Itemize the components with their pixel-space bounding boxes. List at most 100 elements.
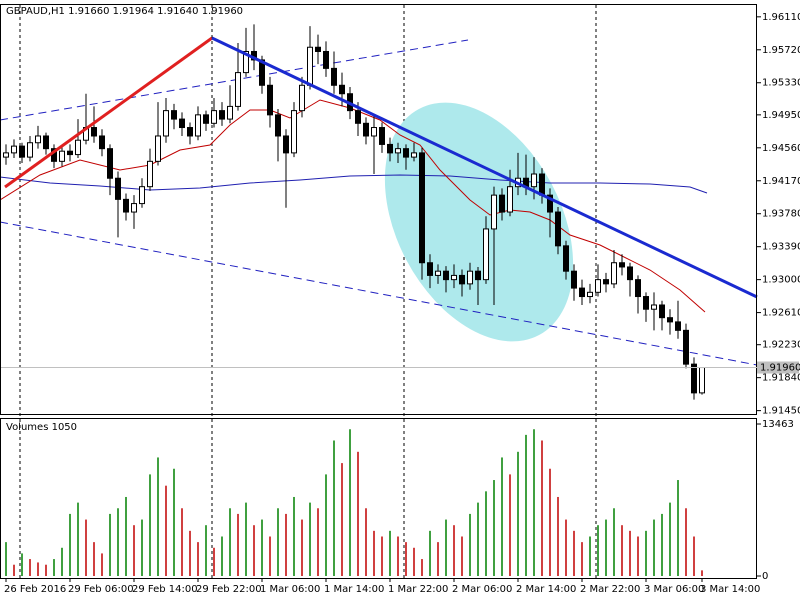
candle-body — [643, 296, 649, 310]
candle-body — [107, 148, 113, 179]
candle-body — [187, 127, 193, 137]
candle-body — [459, 274, 465, 285]
candles — [3, 24, 705, 400]
candle-body — [243, 50, 249, 74]
x-tick-label: 3 Mar 14:00 — [700, 584, 760, 595]
candle-body — [555, 211, 561, 247]
y-tick-label: 1.96110 — [762, 12, 800, 23]
x-tick-label: 29 Feb 06:00 — [68, 584, 134, 595]
x-tick-label: 29 Feb 14:00 — [132, 584, 198, 595]
candle-body — [691, 363, 697, 394]
candle-body — [131, 203, 137, 213]
y-tick-label: 1.91840 — [762, 373, 800, 384]
candle-body — [91, 127, 97, 137]
candle-body — [267, 84, 273, 116]
candle-body — [43, 135, 49, 150]
candle-body — [283, 135, 289, 154]
candle-body — [387, 143, 393, 154]
x-tick-label: 2 Mar 22:00 — [580, 584, 640, 595]
candle-body — [635, 279, 641, 298]
candle-body — [395, 148, 401, 154]
candle-body — [427, 262, 433, 276]
x-tick-label: 1 Mar 14:00 — [324, 584, 384, 595]
candle-body — [339, 84, 345, 95]
candle-body — [651, 304, 657, 310]
candle-body — [659, 304, 665, 319]
candle-body — [259, 59, 265, 86]
candle-body — [619, 262, 625, 268]
candle-body — [315, 46, 321, 52]
candle-body — [371, 127, 377, 137]
channel-lower — [0, 221, 758, 366]
candle-body — [443, 270, 449, 281]
trendline-down — [211, 36, 758, 299]
candle-body — [491, 194, 497, 230]
candle-body — [299, 84, 305, 112]
candle-body — [611, 262, 617, 285]
current-price-label: 1.91960 — [760, 363, 800, 374]
y-tick-label: 1.94950 — [762, 110, 800, 121]
x-tick-label: 29 Feb 22:00 — [196, 584, 262, 595]
y-tick-label: 1.93780 — [762, 209, 800, 220]
candle-body — [403, 148, 409, 158]
candle-body — [563, 245, 569, 272]
candle-body — [19, 145, 25, 158]
candle-body — [331, 67, 337, 86]
candle-body — [603, 279, 609, 285]
candle-body — [579, 287, 585, 298]
candle-body — [507, 186, 513, 213]
y-tick-label: 1.94560 — [762, 143, 800, 154]
x-tick-label: 3 Mar 06:00 — [644, 584, 704, 595]
candle-body — [211, 110, 217, 124]
y-tick-label: 1.94170 — [762, 176, 800, 187]
candle-body — [195, 114, 201, 137]
x-tick-label: 2 Mar 14:00 — [516, 584, 576, 595]
candle-body — [67, 150, 73, 156]
candle-body — [147, 160, 153, 188]
y-tick-label: 1.92230 — [762, 340, 800, 351]
candle-body — [595, 279, 601, 293]
x-tick-label: 26 Feb 2016 — [4, 584, 66, 595]
y-tick-label: 1.95330 — [762, 78, 800, 89]
chart-title: GBPAUD,H1 1.91660 1.91964 1.91640 1.9196… — [6, 6, 243, 17]
candle-body — [179, 118, 185, 129]
y-tick-label: 1.95720 — [762, 45, 800, 56]
y-tick-label: 1.91450 — [762, 406, 800, 417]
candle-body — [219, 110, 225, 120]
candle-body — [11, 145, 17, 154]
candle-body — [291, 110, 297, 154]
candle-body — [451, 274, 457, 281]
ma-slow — [0, 174, 708, 194]
y-tick-label: 1.93000 — [762, 275, 800, 286]
candle-body — [571, 270, 577, 289]
candle-body — [499, 194, 505, 213]
volume-tick-label: 13463 — [762, 419, 794, 430]
candle-body — [123, 198, 129, 213]
candle-body — [483, 228, 489, 281]
candle-body — [115, 177, 121, 200]
candle-body — [475, 270, 481, 281]
candle-body — [363, 122, 369, 137]
candle-body — [667, 317, 673, 323]
candle-body — [467, 270, 473, 285]
x-tick-label: 2 Mar 06:00 — [452, 584, 512, 595]
trendline-up — [4, 36, 213, 189]
ma-fast — [0, 99, 706, 313]
volume-title: Volumes 1050 — [6, 422, 77, 433]
candle-body — [699, 367, 705, 394]
price-pane-frame — [0, 4, 757, 415]
candle-body — [99, 135, 105, 150]
candle-body — [275, 114, 281, 137]
candle-body — [675, 321, 681, 331]
candle-body — [683, 329, 689, 365]
candle-body — [171, 110, 177, 120]
candle-body — [155, 135, 161, 162]
candle-body — [419, 152, 425, 264]
candle-body — [531, 173, 537, 188]
candle-body — [139, 186, 145, 205]
volume-tick-label: 0 — [762, 571, 768, 582]
candle-body — [435, 270, 441, 276]
candle-body — [227, 105, 233, 120]
